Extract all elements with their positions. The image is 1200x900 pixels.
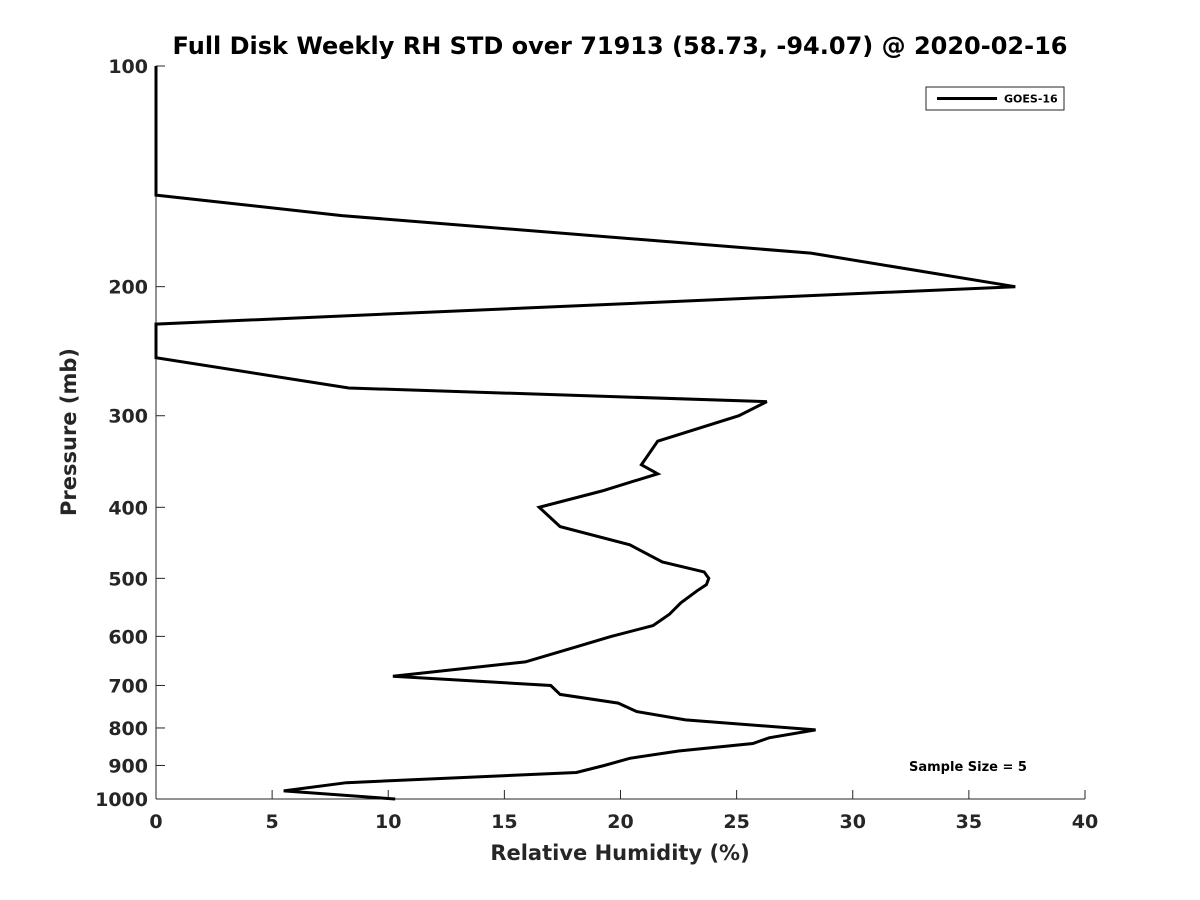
x-tick-label: 35 <box>956 811 982 833</box>
y-tick-label: 100 <box>108 56 148 78</box>
y-axis-label: Pressure (mb) <box>57 348 81 516</box>
legend-label: GOES-16 <box>1004 93 1058 106</box>
y-tick-label: 500 <box>108 568 148 590</box>
legend: GOES-16 <box>925 86 1065 111</box>
x-axis-label: Relative Humidity (%) <box>490 841 749 865</box>
x-tick-label: 30 <box>840 811 866 833</box>
chart-title: Full Disk Weekly RH STD over 71913 (58.7… <box>173 32 1068 60</box>
sample-size-annotation: Sample Size = 5 <box>909 760 1027 775</box>
x-tick-label: 25 <box>723 811 749 833</box>
y-tick-label: 700 <box>108 675 148 697</box>
x-tick-label: 5 <box>266 811 279 833</box>
y-tick-label: 400 <box>108 497 148 519</box>
y-tick-label: 200 <box>108 277 148 299</box>
x-tick-label: 40 <box>1072 811 1098 833</box>
x-tick-label: 15 <box>491 811 517 833</box>
y-tick-label: 1000 <box>95 789 148 811</box>
x-tick-label: 10 <box>375 811 401 833</box>
y-tick-label: 800 <box>108 718 148 740</box>
series-line <box>154 66 1016 801</box>
axes: 0 5 10 15 20 25 30 35 40 100 200 300 400 500 600 700 800… <box>95 56 1098 833</box>
y-tick-label: 900 <box>108 755 148 777</box>
y-tick-label: 600 <box>108 626 148 648</box>
x-tick-label: 20 <box>607 811 633 833</box>
x-tick-label: 0 <box>149 811 162 833</box>
plot-area <box>154 66 1016 801</box>
y-tick-label: 300 <box>108 406 148 428</box>
